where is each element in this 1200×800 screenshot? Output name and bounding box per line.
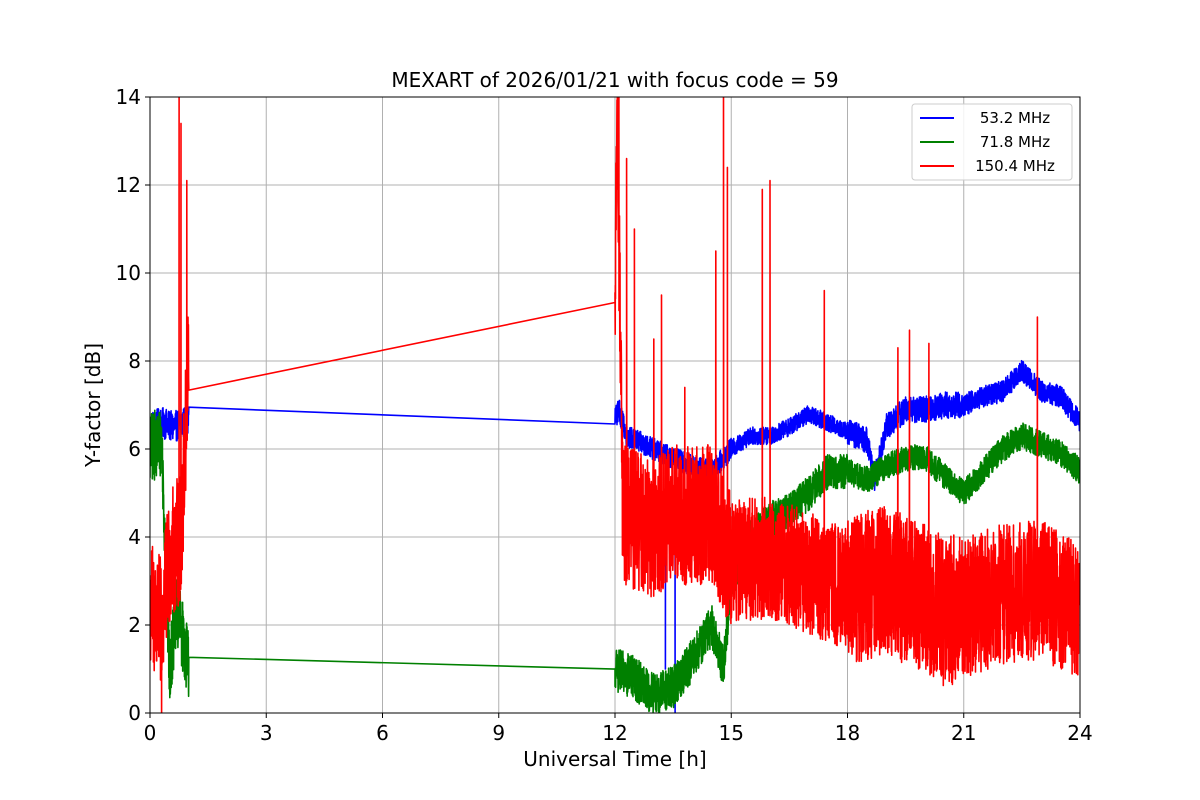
chart-title: MEXART of 2026/01/21 with focus code = 5… xyxy=(391,68,838,92)
legend-label: 71.8 MHz xyxy=(980,133,1050,151)
x-tick-label: 24 xyxy=(1067,721,1092,745)
x-tick-label: 15 xyxy=(719,721,744,745)
y-tick-label: 12 xyxy=(116,173,141,197)
y-tick-label: 0 xyxy=(128,701,141,725)
y-tick-label: 4 xyxy=(128,525,141,549)
x-axis-label: Universal Time [h] xyxy=(523,747,706,771)
y-axis-label: Y-factor [dB] xyxy=(81,343,105,468)
series-line-150-4-mhz xyxy=(150,97,1080,713)
y-tick-label: 14 xyxy=(116,85,141,109)
y-tick-label: 6 xyxy=(128,437,141,461)
legend-label: 150.4 MHz xyxy=(975,157,1055,175)
x-tick-label: 12 xyxy=(602,721,627,745)
legend: 53.2 MHz 71.8 MHz 150.4 MHz xyxy=(911,103,1073,181)
x-tick-label: 6 xyxy=(376,721,389,745)
x-tick-label: 9 xyxy=(492,721,505,745)
x-tick-label: 0 xyxy=(144,721,157,745)
x-tick-label: 3 xyxy=(260,721,273,745)
y-tick-label: 8 xyxy=(128,349,141,373)
legend-box xyxy=(911,103,1073,181)
series-layer xyxy=(150,97,1080,713)
series-line-71-8-mhz xyxy=(150,409,1080,713)
x-tick-label: 18 xyxy=(835,721,860,745)
x-tick-label: 21 xyxy=(951,721,976,745)
y-axis: 0 2 4 6 8 10 12 14 xyxy=(116,85,150,725)
x-axis: 0 3 6 9 12 15 18 21 24 xyxy=(144,713,1093,745)
y-tick-label: 10 xyxy=(116,261,141,285)
y-tick-label: 2 xyxy=(128,613,141,637)
legend-label: 53.2 MHz xyxy=(980,109,1050,127)
